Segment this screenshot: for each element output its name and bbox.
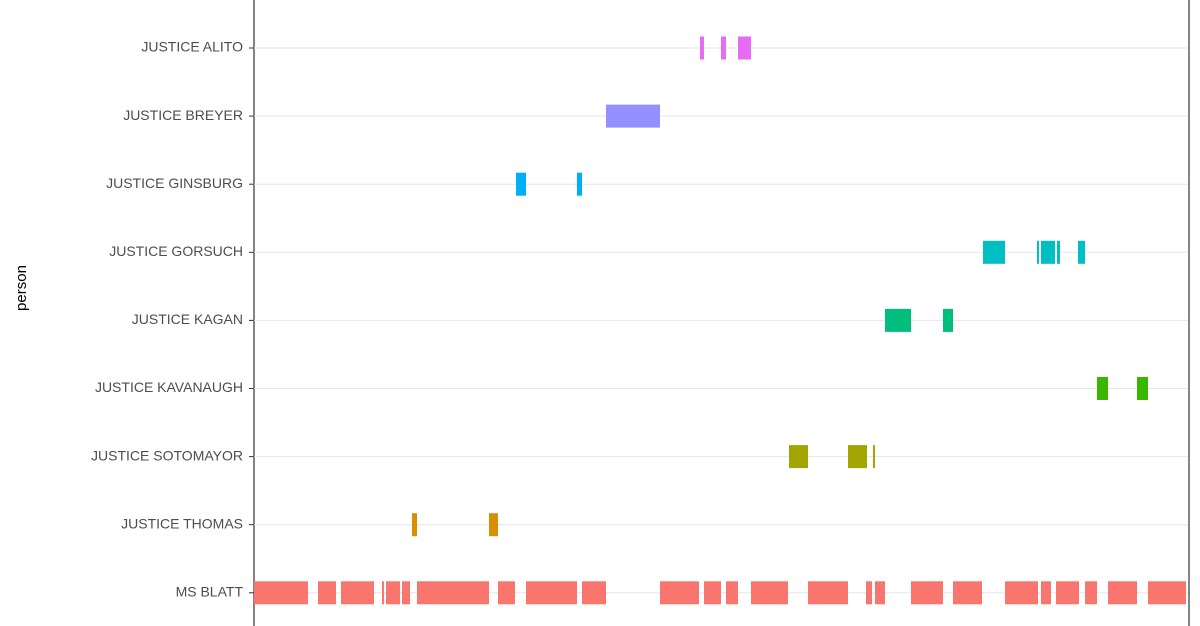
segment	[726, 581, 738, 605]
segment	[1097, 377, 1108, 400]
y-tick-label: JUSTICE KAGAN	[132, 311, 243, 327]
segment	[704, 581, 721, 605]
segment	[526, 581, 577, 605]
segment	[577, 172, 582, 196]
segment	[582, 581, 606, 605]
segment	[700, 36, 704, 60]
segment	[382, 581, 384, 605]
segment	[1041, 240, 1055, 264]
segment	[318, 581, 336, 605]
segment	[885, 308, 911, 332]
segment	[254, 581, 308, 605]
segment	[1078, 240, 1085, 264]
segment	[1148, 581, 1186, 605]
segment	[873, 445, 875, 469]
y-tick-label: JUSTICE THOMAS	[121, 515, 243, 531]
segment	[341, 581, 374, 605]
segment	[911, 581, 943, 605]
y-tick-label: JUSTICE GORSUCH	[109, 243, 243, 259]
segment	[789, 445, 808, 469]
segment	[660, 581, 699, 605]
segment	[516, 172, 526, 196]
segment	[875, 581, 885, 605]
y-tick-label: JUSTICE KAVANAUGH	[95, 379, 243, 395]
segment	[498, 581, 515, 605]
y-tick-label: JUSTICE ALITO	[141, 39, 243, 55]
segment	[751, 581, 788, 605]
segment	[953, 581, 982, 605]
y-tick-label: JUSTICE GINSBURG	[106, 175, 243, 191]
segment	[848, 445, 867, 469]
segment	[808, 581, 848, 605]
y-tick-label: JUSTICE SOTOMAYOR	[91, 447, 243, 463]
segment	[412, 513, 417, 537]
segment	[386, 581, 400, 605]
segment	[1108, 581, 1137, 605]
segment	[1137, 377, 1148, 400]
segment	[1005, 581, 1038, 605]
y-tick-label: MS BLATT	[176, 584, 244, 600]
y-axis-label: person	[13, 265, 30, 311]
segment	[721, 36, 726, 60]
segment	[1085, 581, 1097, 605]
segment	[417, 581, 489, 605]
segment	[402, 581, 410, 605]
segment	[606, 104, 660, 128]
y-tick-label: JUSTICE BREYER	[123, 107, 243, 123]
segment	[1041, 581, 1051, 605]
segment	[943, 308, 953, 332]
segment	[866, 581, 872, 605]
segment	[1056, 581, 1079, 605]
segment	[1037, 240, 1039, 264]
segment	[1057, 240, 1060, 264]
segment	[738, 36, 751, 60]
segment	[489, 513, 498, 537]
segment	[983, 240, 1005, 264]
